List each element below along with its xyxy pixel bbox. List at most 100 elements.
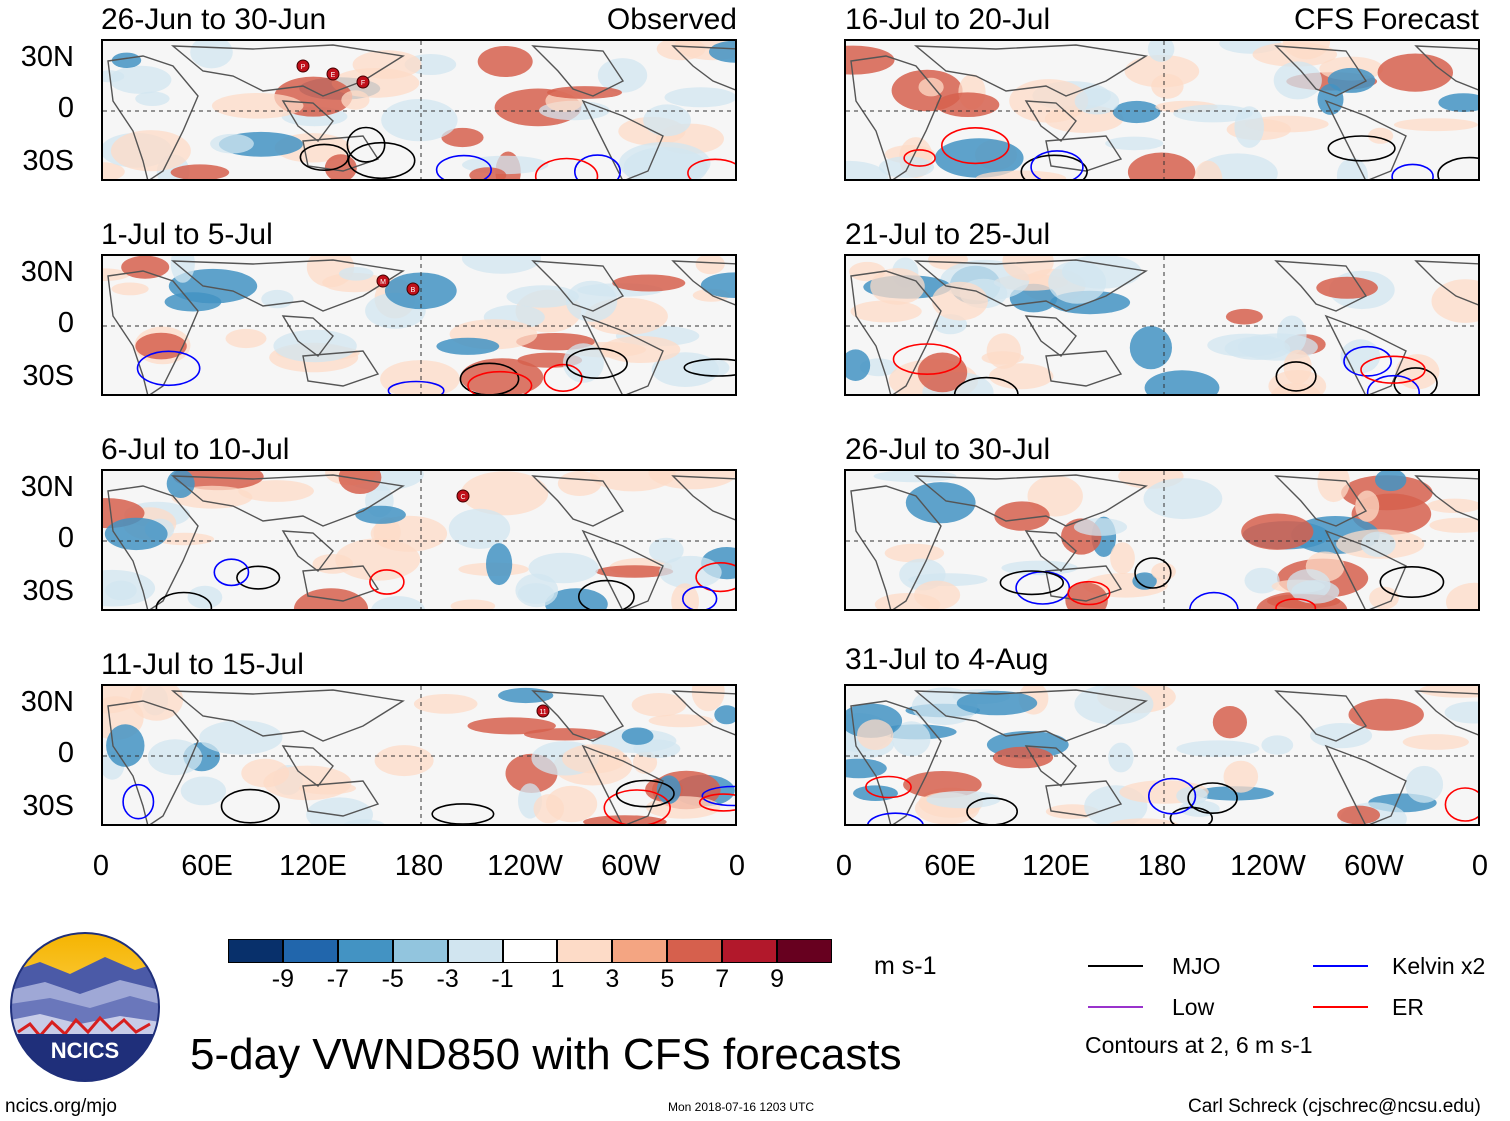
contour-line <box>903 149 936 167</box>
anomaly-shading <box>1402 734 1469 750</box>
storm-marker: M <box>376 274 390 288</box>
anomaly-shading <box>109 65 172 94</box>
contour-line <box>346 126 386 163</box>
anomaly-shading <box>1225 308 1263 325</box>
coastline <box>1414 260 1478 306</box>
anomaly-shading <box>111 282 149 296</box>
contour-line <box>543 363 583 392</box>
colorbar-tick-label: -5 <box>381 965 404 993</box>
anomaly-shading <box>583 815 667 824</box>
contour-note: Contours at 2, 6 m s-1 <box>1085 1032 1313 1058</box>
coastline <box>1024 530 1077 572</box>
anomaly-shading <box>595 565 674 578</box>
contour-line <box>1015 571 1071 605</box>
lon-tick-label: 60E <box>181 850 233 882</box>
contour-line <box>565 347 628 379</box>
anomaly-shading <box>1317 471 1350 503</box>
panel-title: 6-Jul to 10-Jul <box>101 433 290 466</box>
contour-line <box>467 370 533 394</box>
map-panel <box>844 469 1480 611</box>
coastline <box>1045 135 1123 172</box>
colorbar <box>228 939 832 963</box>
contour-line <box>615 779 675 808</box>
legend-label-kelvin: Kelvin x2 <box>1392 953 1486 979</box>
colorbar-segment <box>228 939 283 963</box>
coastline <box>581 314 664 394</box>
coastline <box>1324 744 1407 824</box>
svg-text:11: 11 <box>539 709 546 716</box>
lon-tick-label: 180 <box>1137 850 1187 882</box>
anomaly-shading <box>671 583 699 609</box>
anomaly-shading <box>857 719 894 750</box>
anomaly-shading <box>1127 152 1196 179</box>
anomaly-shading <box>695 256 725 275</box>
anomaly-shading <box>975 170 1067 179</box>
anomaly-shading <box>103 70 125 83</box>
lat-tick-label: 30S <box>22 145 74 177</box>
map-svg <box>846 471 1478 609</box>
anomaly-shading <box>1405 765 1444 803</box>
footer-author: Carl Schreck (cjschrec@ncsu.edu) <box>1188 1096 1481 1117</box>
anomaly-shading <box>700 272 735 298</box>
anomaly-shading <box>199 720 283 755</box>
anomaly-shading <box>506 285 579 308</box>
coastline <box>107 700 199 824</box>
anomaly-shading <box>914 580 961 609</box>
contour-line <box>435 154 492 179</box>
colorbar-segment <box>722 939 778 963</box>
contour-line <box>1134 557 1172 589</box>
anomaly-shading <box>322 272 387 293</box>
coastline <box>170 259 405 312</box>
anomaly-shading <box>469 167 507 179</box>
lat-tick-label: 0 <box>57 92 74 124</box>
contour-line <box>578 579 635 609</box>
coastline <box>302 135 380 172</box>
map-panel: P E F <box>101 39 737 181</box>
coastline <box>1045 350 1123 387</box>
legend-line-mjo <box>1088 965 1143 967</box>
coastline <box>1414 475 1478 521</box>
cfs-forecast-label: CFS Forecast <box>1293 3 1479 36</box>
anomaly-shading <box>461 471 549 516</box>
footer-timestamp: Mon 2018-07-16 1203 UTC <box>668 1100 815 1114</box>
colorbar-tick-label: 3 <box>605 965 620 993</box>
contour-line <box>698 793 735 812</box>
anomaly-shading <box>441 127 484 148</box>
map-svg: 11 <box>103 686 735 824</box>
contour-line <box>236 565 281 590</box>
contour-line <box>687 158 735 179</box>
storm-marker: C <box>456 489 470 503</box>
anomaly-shading <box>273 329 357 363</box>
coastline <box>1024 315 1077 357</box>
anomaly-shading <box>374 745 434 777</box>
anomaly-shading <box>1073 518 1128 536</box>
lat-tick-label: 30S <box>22 790 74 822</box>
coastline <box>531 45 625 97</box>
anomaly-shading <box>341 90 370 110</box>
coastline <box>107 270 199 394</box>
anomaly-shading <box>413 694 478 714</box>
svg-text:P: P <box>301 64 306 71</box>
lon-tick-label: 120E <box>1022 850 1090 882</box>
anomaly-shading <box>1348 698 1424 731</box>
legend-label-mjo: MJO <box>1172 953 1221 979</box>
anomaly-shading <box>618 142 711 179</box>
legend-label-low: Low <box>1172 994 1215 1020</box>
contour-line <box>1437 156 1478 179</box>
anomaly-shading <box>147 739 203 776</box>
lat-tick-label: 30N <box>20 471 74 503</box>
anomaly-shading <box>1369 586 1399 609</box>
anomaly-shading <box>664 87 735 108</box>
coastline <box>1274 690 1368 742</box>
panel-title: 11-Jul to 15-Jul <box>101 648 304 681</box>
anomaly-shading <box>545 588 608 609</box>
contour-line <box>695 562 735 593</box>
coastline <box>1274 475 1368 527</box>
anomaly-shading <box>853 785 898 801</box>
lon-tick-label: 180 <box>394 850 444 882</box>
anomaly-shading <box>106 724 145 767</box>
svg-text:M: M <box>380 279 386 286</box>
map-svg: MB <box>103 256 735 394</box>
anomaly-shading <box>1291 580 1340 604</box>
